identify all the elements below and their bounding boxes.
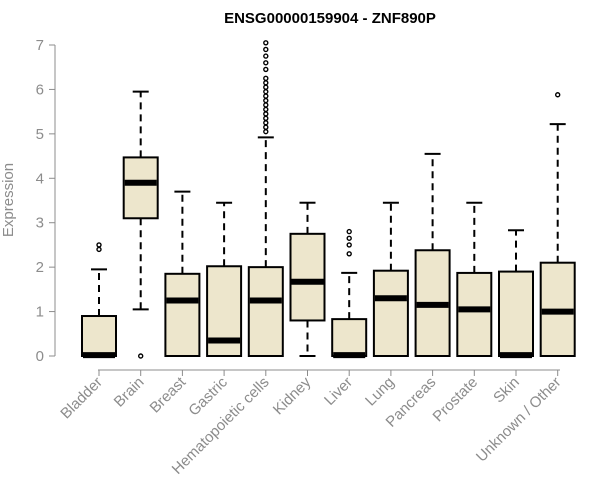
outlier-point (96, 246, 102, 253)
x-tick-label: Skin (490, 374, 523, 407)
x-tick-label: Brain (111, 374, 148, 411)
outlier-point (263, 97, 269, 104)
x-tick-label: Bladder (57, 374, 106, 423)
y-tick-label: 2 (36, 259, 44, 276)
box-group (206, 201, 243, 357)
x-tick-label: Liver (321, 374, 356, 409)
outlier-point (96, 242, 102, 248)
x-tick-label: Breast (147, 373, 190, 416)
box-series (81, 40, 576, 359)
box-group (122, 90, 159, 359)
box-group (331, 228, 368, 359)
y-tick-label: 6 (36, 81, 44, 98)
box-group (372, 201, 409, 357)
outlier-point (263, 88, 269, 95)
box (247, 266, 284, 357)
y-axis-label: Expression (0, 163, 17, 237)
x-tick-label: Prostate (430, 374, 482, 426)
y-tick-label: 4 (36, 170, 44, 187)
box (289, 232, 326, 322)
box-group (414, 152, 451, 357)
y-tick-label: 7 (36, 37, 44, 54)
outlier-point (263, 53, 269, 59)
box (498, 270, 534, 358)
outlier-point (263, 46, 269, 53)
outlier-point (263, 84, 269, 90)
box (331, 318, 368, 358)
box-group (247, 40, 284, 357)
chart-title: ENSG00000159904 - ZNF890P (224, 10, 436, 27)
box (456, 271, 493, 358)
outlier-point (263, 75, 269, 82)
outlier-point (555, 92, 561, 98)
outlier-point (263, 106, 269, 113)
outlier-point (263, 128, 269, 135)
y-tick-label: 3 (36, 215, 44, 232)
x-tick-label: Lung (362, 374, 398, 410)
box (81, 315, 117, 357)
y-tick-label: 1 (36, 304, 44, 321)
box-group (289, 201, 326, 357)
outlier-point (346, 251, 352, 257)
outlier-point (346, 242, 352, 248)
outlier-point (263, 115, 269, 122)
box-group (164, 190, 201, 357)
outlier-point (263, 40, 269, 46)
outlier-point (263, 111, 269, 117)
box (164, 272, 201, 357)
outlier-point (263, 93, 269, 99)
outlier-point (263, 60, 269, 66)
box (122, 156, 159, 220)
outlier-point (263, 66, 269, 73)
outlier-point (346, 228, 352, 235)
box-group (456, 201, 493, 358)
outlier-point (263, 80, 269, 86)
outlier-point (263, 120, 269, 126)
y-tick-label: 0 (36, 348, 44, 365)
x-tick-label: Kidney (270, 373, 315, 418)
y-tick-label: 5 (36, 126, 44, 143)
outlier-point (263, 124, 269, 130)
box-group (539, 92, 576, 358)
box (372, 269, 409, 357)
y-ticks: 0 1 2 3 4 5 6 7 (36, 37, 55, 365)
outlier-point (346, 235, 352, 241)
box-group (81, 242, 117, 359)
outlier-point (137, 353, 144, 359)
box-group (498, 229, 534, 359)
outlier-point (263, 102, 269, 108)
